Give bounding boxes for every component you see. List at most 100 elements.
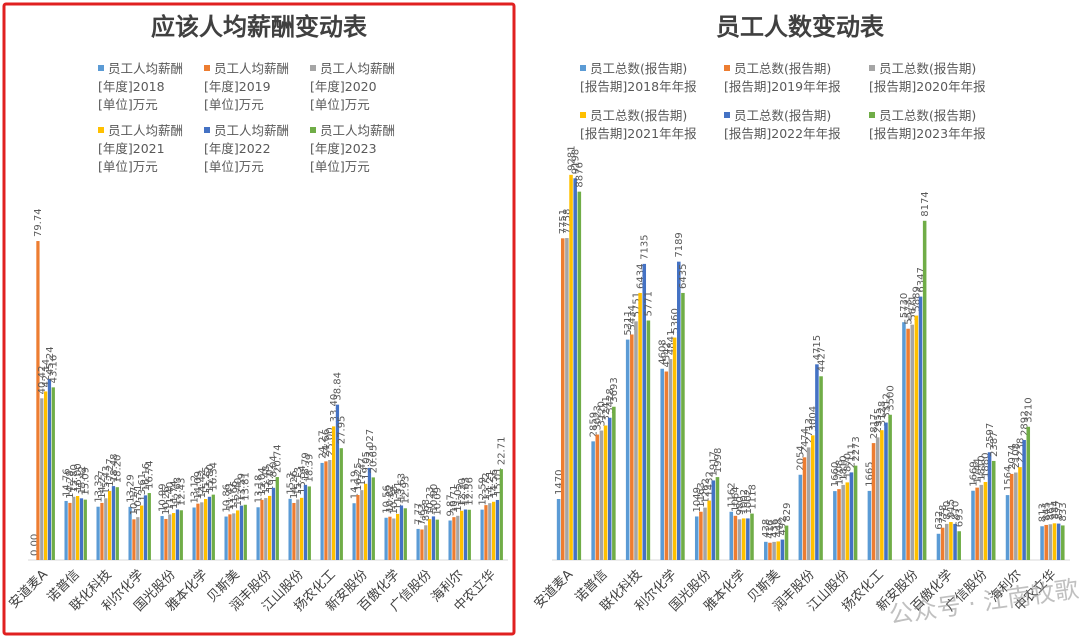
bar xyxy=(914,315,919,560)
data-label: 1665 xyxy=(865,461,876,486)
data-label: 12.56 xyxy=(465,477,476,506)
bar xyxy=(495,499,500,560)
bar xyxy=(711,480,716,560)
bar xyxy=(431,516,436,560)
bar xyxy=(367,467,372,560)
bar xyxy=(910,324,914,560)
data-label: 20.74 xyxy=(273,444,284,473)
data-label: 877 xyxy=(1054,501,1065,520)
data-label: 13.61 xyxy=(137,473,148,502)
legend-label: 员工总数(报告期) xyxy=(879,108,976,123)
bar xyxy=(975,487,979,560)
data-label: 1162 xyxy=(727,482,738,507)
legend-label: 员工总数(报告期) xyxy=(590,61,687,76)
bar xyxy=(819,376,823,560)
data-label: 14.56 xyxy=(489,469,500,498)
bar xyxy=(841,484,845,560)
data-label: 14.19 xyxy=(349,471,360,500)
data-label: 2474 xyxy=(800,428,811,453)
data-label: 10.82 xyxy=(385,484,396,513)
bar xyxy=(591,441,595,560)
bar xyxy=(76,496,80,560)
bar xyxy=(44,391,48,560)
bar xyxy=(569,174,573,560)
data-label: 18.48 xyxy=(109,453,120,482)
bar xyxy=(987,452,992,560)
bar xyxy=(880,430,884,560)
legend-label: 员工人均薪酬 xyxy=(320,61,395,76)
bar xyxy=(1005,495,1010,560)
bar xyxy=(320,462,324,560)
bar xyxy=(1018,467,1022,560)
legend-label: [单位]万元 xyxy=(204,97,264,112)
bar xyxy=(396,513,400,560)
data-label: 2074 xyxy=(1007,444,1018,469)
data-label: 1002 xyxy=(743,489,754,514)
data-label: 5751 xyxy=(631,292,642,317)
data-label: 15.80 xyxy=(205,464,216,493)
legend-label: [单位]万元 xyxy=(98,97,158,112)
bar xyxy=(707,500,711,560)
legend-swatch xyxy=(204,127,210,133)
data-label: 33.40 xyxy=(329,394,340,423)
data-label: 833 xyxy=(1058,502,1069,521)
legend-swatch xyxy=(869,65,875,71)
bar xyxy=(953,523,957,560)
bar xyxy=(1052,523,1057,560)
data-label: 18.20 xyxy=(113,455,124,484)
bar xyxy=(1040,526,1044,560)
bar xyxy=(164,518,168,560)
bar xyxy=(660,368,664,560)
data-label: 3241 xyxy=(601,396,612,421)
data-label: 14.09 xyxy=(193,471,204,500)
data-label: 693 xyxy=(954,508,965,527)
data-label: 3210 xyxy=(1024,397,1035,422)
data-label: 3500 xyxy=(885,385,896,410)
bar xyxy=(356,495,360,560)
data-label: 15.01 xyxy=(493,467,504,496)
data-label: 2273 xyxy=(851,436,862,461)
data-label: 1002 xyxy=(739,489,750,514)
data-label: 436 xyxy=(769,519,780,538)
bar xyxy=(448,520,452,560)
bar xyxy=(168,514,172,560)
data-label: 13.18 xyxy=(253,475,264,504)
bar xyxy=(324,461,328,560)
data-label: 12.63 xyxy=(461,477,472,506)
bar xyxy=(949,522,953,560)
data-label: 25.00 xyxy=(325,427,336,456)
bar xyxy=(100,502,104,560)
legend-label: [报告期]2022年年报 xyxy=(724,126,841,141)
legend-item: 员工总数(报告期) [报告期]2023年年报 xyxy=(869,108,986,141)
data-label: 15.42 xyxy=(77,466,88,495)
legend-swatch xyxy=(310,65,316,71)
bar xyxy=(784,525,789,560)
legend-label: 员工总数(报告期) xyxy=(734,61,831,76)
data-label: 632 xyxy=(934,511,945,530)
data-label: 4841 xyxy=(666,330,677,355)
data-label: 1998 xyxy=(713,448,724,473)
data-label: 11.51 xyxy=(393,481,404,510)
data-label: 10.86 xyxy=(221,484,232,513)
bar xyxy=(849,472,854,560)
data-label: 5434 xyxy=(627,305,638,330)
legend-item: 员工总数(报告期) [报告期]2022年年报 xyxy=(724,108,841,141)
bar xyxy=(292,502,296,560)
bar xyxy=(172,513,176,560)
data-label: 11.66 xyxy=(229,481,240,510)
legend-item: 员工总数(报告期) [报告期]2020年年报 xyxy=(869,61,986,94)
legend-swatch xyxy=(98,127,104,133)
bar xyxy=(335,404,340,560)
bar xyxy=(403,508,407,560)
bar xyxy=(228,514,232,560)
bar xyxy=(565,238,569,560)
data-label: 40.42 xyxy=(37,366,48,395)
data-label: 10.17 xyxy=(129,487,140,516)
bar xyxy=(339,448,343,560)
bar xyxy=(556,498,561,560)
data-label: 2238 xyxy=(1015,438,1026,463)
data-label: 13.12 xyxy=(189,475,200,504)
bar xyxy=(68,502,72,560)
bar xyxy=(733,515,738,560)
data-label: 7.63 xyxy=(417,503,428,525)
